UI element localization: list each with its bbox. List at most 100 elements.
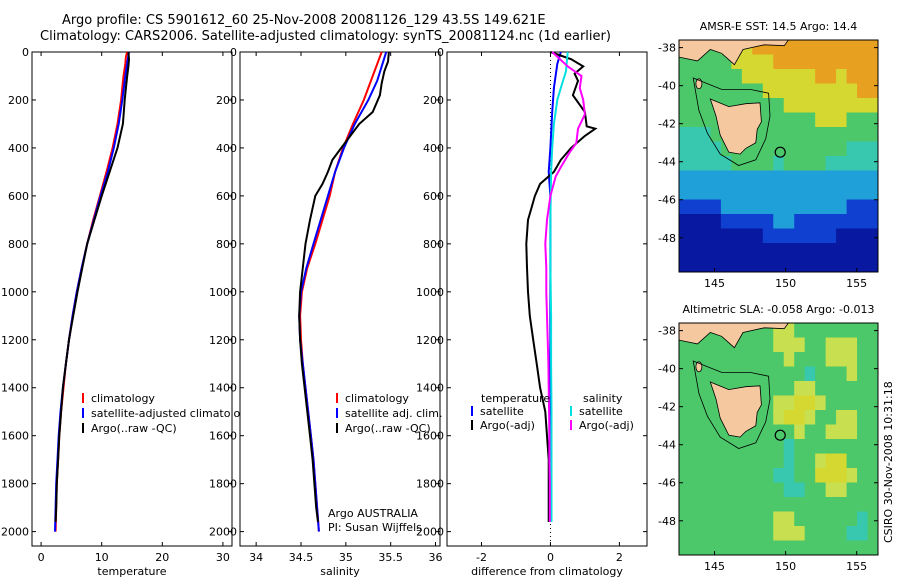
sst-map-cell — [804, 127, 816, 143]
difference-ytick-label: 2000 — [416, 526, 444, 539]
temperature-legend-label: Argo(..raw -QC) — [91, 422, 177, 435]
sst-map-cell — [689, 69, 701, 85]
sst-map-cell — [804, 156, 816, 172]
sst-map-cell — [867, 112, 878, 128]
sla-map-cell — [720, 511, 732, 527]
sst-map-cell — [836, 199, 848, 215]
salinity-ytick-label: 1600 — [209, 430, 237, 443]
sla-map-cell — [825, 323, 837, 339]
sla-map-cell — [794, 497, 806, 513]
sla-map-ytick-label: -44 — [658, 439, 676, 452]
sla-map-cell — [867, 526, 878, 542]
sla-map-cell — [710, 410, 722, 426]
sla-map-cell — [689, 482, 701, 498]
sla-map-cell — [752, 482, 764, 498]
sst-map-cell — [836, 214, 848, 230]
sst-map-cell — [825, 243, 837, 259]
sla-map-cell — [846, 439, 858, 455]
sst-map-cell — [794, 40, 806, 56]
sst-map-cell — [783, 141, 795, 157]
sla-map-cell — [773, 337, 785, 353]
sst-map-cell — [752, 69, 764, 85]
sst-map-cell — [720, 141, 732, 157]
sla-map-cell — [783, 526, 795, 542]
sst-map-cell — [804, 199, 816, 215]
sst-map-cell — [867, 199, 878, 215]
sla-map-cell — [710, 468, 722, 484]
sst-map-cell — [825, 98, 837, 114]
sst-map-cell — [846, 98, 858, 114]
sst-map-cell — [783, 199, 795, 215]
sla-map-cell — [731, 453, 743, 469]
sst-map-cell — [679, 127, 691, 143]
sst-map-cell — [773, 185, 785, 201]
difference-ytick-label: 800 — [423, 238, 444, 251]
sla-map-cell — [836, 323, 848, 339]
sst-map-cell — [741, 185, 753, 201]
sst-map-cell — [867, 243, 878, 259]
sla-map-cell — [846, 323, 858, 339]
salinity-legend-label: satellite adj. clim. — [345, 407, 442, 420]
sst-map-cell — [773, 156, 785, 172]
sst-map-cell — [794, 98, 806, 114]
sla-map-cell — [679, 497, 691, 513]
sst-map-cell — [815, 214, 827, 230]
sla-map-cell — [679, 526, 691, 542]
sla-map-cell — [741, 453, 753, 469]
sla-map-cell — [804, 323, 816, 339]
sst-map-cell — [846, 228, 858, 244]
sst-map-cell — [815, 141, 827, 157]
sla-map-grid — [679, 323, 878, 555]
sst-map-cell — [741, 141, 753, 157]
sla-map-cell — [804, 410, 816, 426]
sla-map-cell — [867, 366, 878, 382]
sst-map-cell — [836, 112, 848, 128]
sla-map-cell — [783, 395, 795, 411]
sst-map-cell — [867, 54, 878, 70]
sla-map-cell — [783, 337, 795, 353]
sla-map-shelf-contour — [692, 360, 771, 449]
sla-map-cell — [846, 540, 858, 555]
sst-map-cell — [836, 127, 848, 143]
sst-map-cell — [857, 141, 869, 157]
sla-map-cell — [731, 526, 743, 542]
sst-map-cell — [857, 112, 869, 128]
sla-map-cell — [752, 352, 764, 368]
sst-map-cell — [815, 199, 827, 215]
sst-map-cell — [815, 170, 827, 186]
sst-map-cell — [794, 199, 806, 215]
sla-map-cell — [752, 526, 764, 542]
sla-map-cell — [679, 366, 691, 382]
sla-map-cell — [846, 410, 858, 426]
sst-map-cell — [794, 185, 806, 201]
sla-map-cell — [689, 497, 701, 513]
sla-map-cell — [710, 439, 722, 455]
sla-map-cell — [699, 337, 712, 353]
sla-map-cell — [804, 439, 816, 455]
sla-map-cell — [679, 482, 691, 498]
sst-map-cell — [752, 214, 764, 230]
sla-map-cell — [731, 482, 743, 498]
sst-map-cell — [720, 243, 732, 259]
sst-map-cell — [857, 243, 869, 259]
sla-map-cell — [689, 540, 701, 555]
sla-map-cell — [836, 352, 848, 368]
sst-map-cell — [783, 69, 795, 85]
sst-map-cell — [867, 185, 878, 201]
sla-map-cell — [846, 424, 858, 440]
sla-map-cell — [710, 497, 722, 513]
sst-map-cell — [825, 257, 837, 272]
sla-map-mainland — [679, 323, 789, 349]
sst-map-cell — [720, 54, 732, 70]
sst-map-cell — [773, 199, 785, 215]
sst-map-cell — [825, 141, 837, 157]
salinity-ytick-label: 2000 — [209, 526, 237, 539]
sst-map-xtick-label: 155 — [846, 277, 867, 290]
sst-map-cell — [846, 214, 858, 230]
sst-map-cell — [699, 199, 712, 215]
sst-map-cell — [815, 185, 827, 201]
sla-map-cell — [836, 410, 848, 426]
sla-map-cell — [846, 352, 858, 368]
sst-map-cell — [762, 243, 774, 259]
